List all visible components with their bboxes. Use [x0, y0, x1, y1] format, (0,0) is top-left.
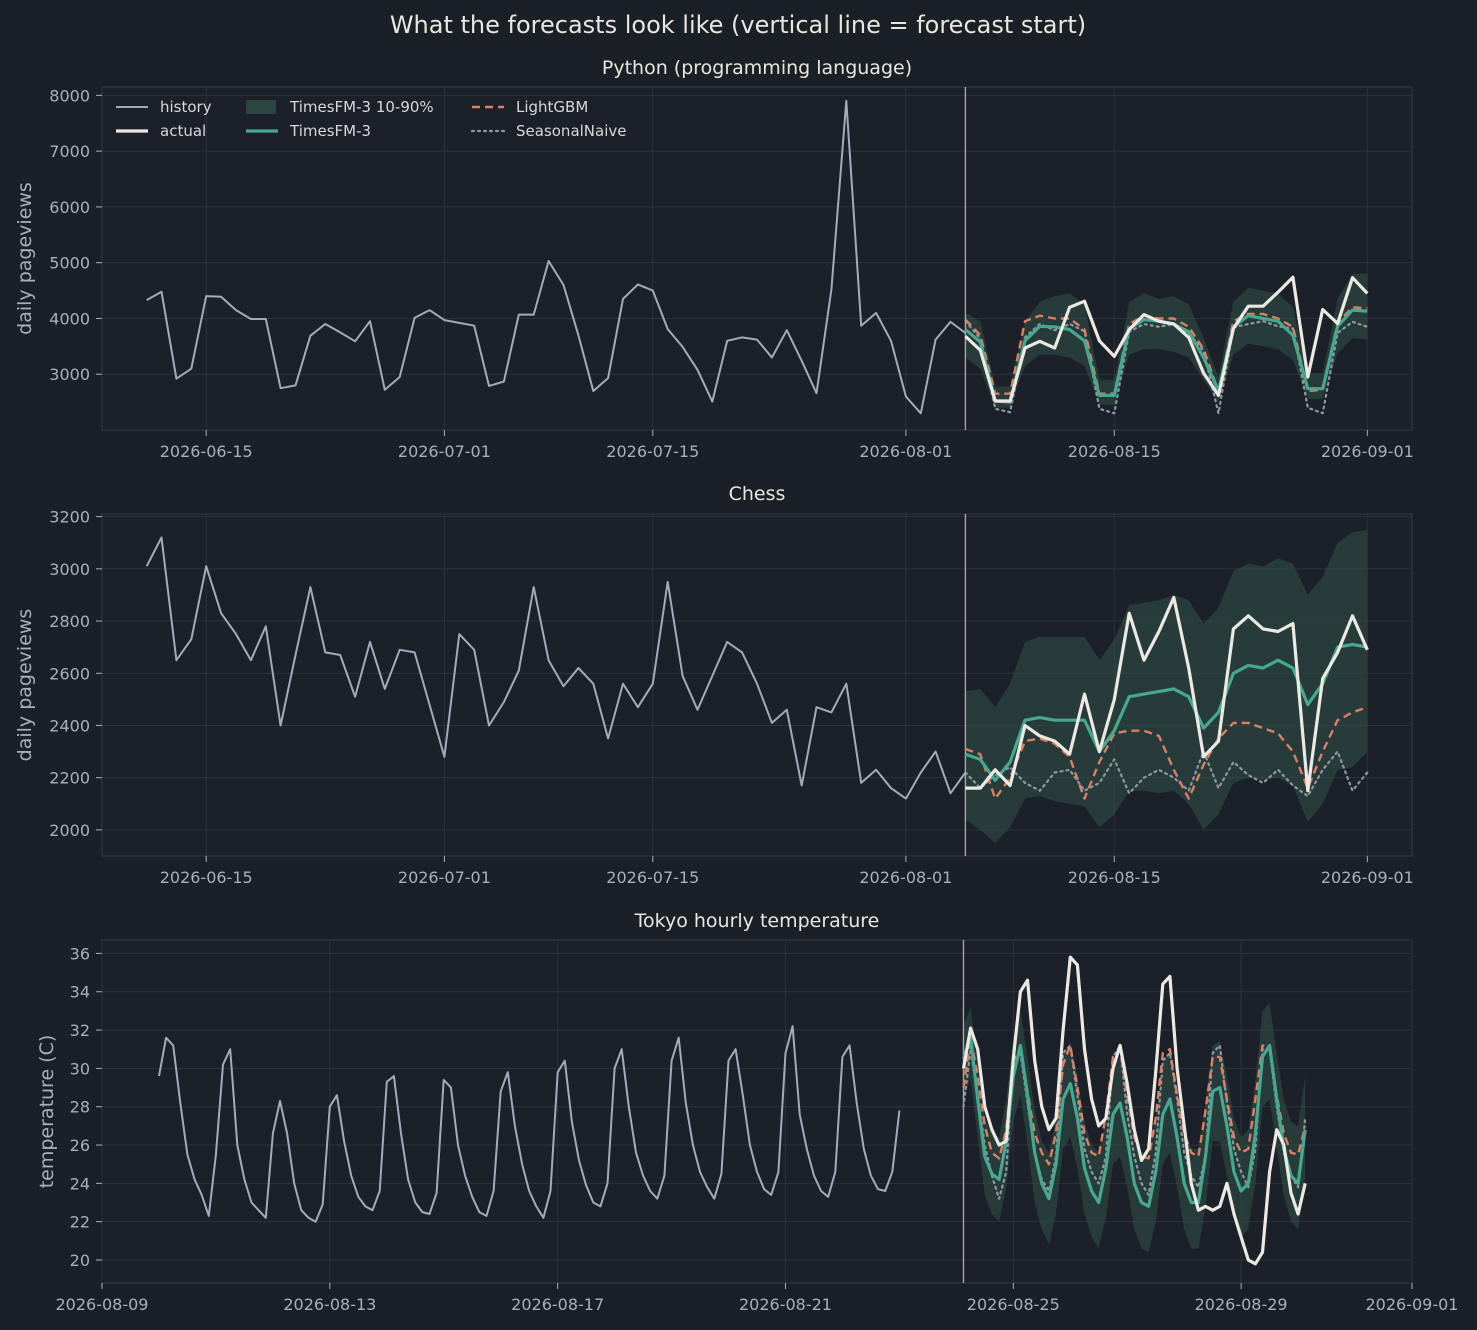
- legend-label-naive: SeasonalNaive: [516, 122, 627, 140]
- y-tick-label: 30: [70, 1059, 90, 1078]
- y-tick-label: 32: [70, 1021, 90, 1040]
- history-line: [146, 99, 967, 415]
- panel-2: 2000 2200 2400 2600 2800 3000 3200 2026-06-15 20…: [14, 483, 1414, 887]
- y-tick-label: 34: [70, 983, 90, 1002]
- legend-label-history: history: [160, 98, 212, 116]
- y-tick-label: 2800: [49, 612, 90, 631]
- x-tick-label: 2026-06-15: [160, 442, 253, 461]
- legend: history actual TimesFM-3 10-90% TimesFM-3 Li…: [116, 98, 627, 140]
- y-tick-label: 24: [70, 1174, 90, 1193]
- actual-line: [961, 955, 1307, 1266]
- y-tick-label: 28: [70, 1098, 90, 1117]
- y-tick-label: 26: [70, 1136, 90, 1155]
- timesfm-band: [965, 529, 1368, 843]
- timesfm-line: [964, 642, 1368, 782]
- x-tick-label: 2026-07-01: [398, 868, 491, 887]
- x-tick-label: 2026-08-15: [1068, 868, 1161, 887]
- y-tick-label: 3200: [49, 508, 90, 527]
- actual-line: [965, 595, 1369, 793]
- legend-label-band: TimesFM-3 10-90%: [289, 98, 434, 116]
- x-tick-label: 2026-08-29: [1195, 1295, 1288, 1314]
- y-tick-label: 4000: [49, 309, 90, 328]
- y-tick-label: 7000: [49, 142, 90, 161]
- x-tick-label: 2026-09-01: [1321, 868, 1414, 887]
- x-tick-label: 2026-08-13: [283, 1295, 376, 1314]
- history-line: [145, 536, 967, 800]
- actual-line: [964, 275, 1369, 403]
- plot-area: [101, 86, 1413, 431]
- x-tick-label: 2026-08-25: [967, 1295, 1060, 1314]
- x-tick-label: 2026-07-01: [398, 442, 491, 461]
- x-tick-label: 2026-08-17: [511, 1295, 604, 1314]
- panel-3: 20 22 24 26 28 30 32 34 36 2026-08-09 2026-08-13 20…: [36, 910, 1458, 1314]
- timesfm-band: [965, 273, 1368, 408]
- y-tick-label: 2200: [49, 769, 90, 788]
- y-tick-label: 5000: [49, 254, 90, 273]
- naive-line: [964, 750, 1369, 798]
- y-tick-label: 8000: [49, 86, 90, 105]
- timesfm-line: [961, 1036, 1307, 1208]
- x-tick-label: 2026-08-01: [859, 442, 952, 461]
- naive-line: [964, 320, 1369, 415]
- lightgbm-line: [965, 706, 1368, 800]
- y-axis-label: temperature (C): [36, 1035, 58, 1189]
- legend-label-actual: actual: [160, 122, 206, 140]
- y-tick-label: 2400: [49, 716, 90, 735]
- panel-1: 3000 4000 5000 6000 7000 8000 2026-06-15 2026-0…: [14, 57, 1414, 461]
- y-tick-label: 20: [70, 1251, 90, 1270]
- legend-swatch-band: [246, 100, 276, 114]
- y-tick-label: 22: [70, 1213, 90, 1232]
- y-tick-label: 36: [70, 944, 90, 963]
- x-tick-label: 2026-08-15: [1068, 442, 1161, 461]
- x-tick-label: 2026-07-15: [606, 868, 699, 887]
- panel-title: Tokyo hourly temperature: [634, 910, 880, 932]
- y-tick-label: 3000: [49, 365, 90, 384]
- x-tick-label: 2026-09-01: [1321, 442, 1414, 461]
- x-tick-label: 2026-08-21: [739, 1295, 832, 1314]
- legend-label-lightgbm: LightGBM: [516, 98, 588, 116]
- panels: 3000 4000 5000 6000 7000 8000 2026-06-15 2026-0…: [14, 57, 1458, 1314]
- panel-title: Chess: [729, 483, 786, 505]
- timesfm-band: [963, 1003, 1306, 1253]
- history-line: [158, 1025, 901, 1223]
- y-tick-label: 6000: [49, 198, 90, 217]
- x-tick-label: 2026-06-15: [160, 868, 253, 887]
- x-tick-label: 2026-08-09: [56, 1295, 149, 1314]
- y-tick-label: 2600: [49, 664, 90, 683]
- y-tick-label: 3000: [49, 560, 90, 579]
- y-axis-label: daily pageviews: [14, 609, 36, 762]
- y-tick-label: 2000: [49, 821, 90, 840]
- y-axis-label: daily pageviews: [14, 182, 36, 335]
- x-tick-label: 2026-07-15: [606, 442, 699, 461]
- x-tick-label: 2026-09-01: [1366, 1295, 1459, 1314]
- legend-label-timesfm: TimesFM-3: [289, 122, 371, 140]
- panel-title: Python (programming language): [602, 57, 912, 79]
- figure-title: What the forecasts look like (vertical l…: [390, 11, 1086, 39]
- x-tick-label: 2026-08-01: [859, 868, 952, 887]
